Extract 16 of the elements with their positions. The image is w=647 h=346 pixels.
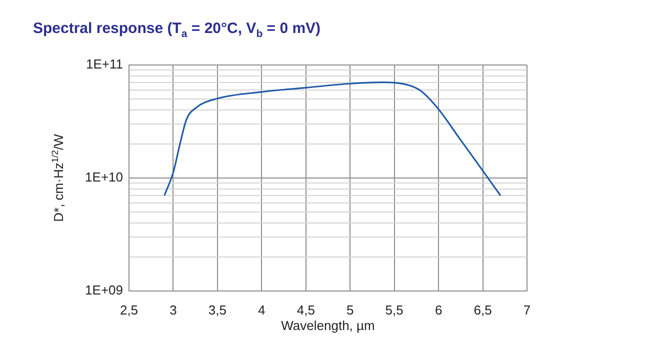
y-tick-label: 1E+09: [85, 282, 123, 298]
x-tick-label: 5: [346, 302, 354, 318]
x-tick-label: 6: [434, 302, 442, 318]
x-tick-label: 2,5: [120, 302, 138, 318]
x-tick-label: 4: [258, 302, 266, 318]
x-tick-label: 3,5: [208, 302, 226, 318]
x-tick-label: 6,5: [474, 302, 492, 318]
y-tick-label: 1E+10: [85, 170, 123, 185]
x-axis-title: Wavelength, µm: [281, 318, 375, 333]
x-tick-label: 4,5: [296, 302, 315, 318]
chart-title: Spectral response (T$_{a}$ = 20°C, V$_{b}$ = 0 mV): [33, 20, 321, 40]
y-tick-label: 1E+11: [86, 56, 123, 72]
x-tick-label: 3: [170, 302, 177, 318]
x-tick-label: 5,5: [385, 302, 404, 318]
line-series: [164, 81, 502, 196]
x-tick-label: 7: [523, 302, 531, 318]
